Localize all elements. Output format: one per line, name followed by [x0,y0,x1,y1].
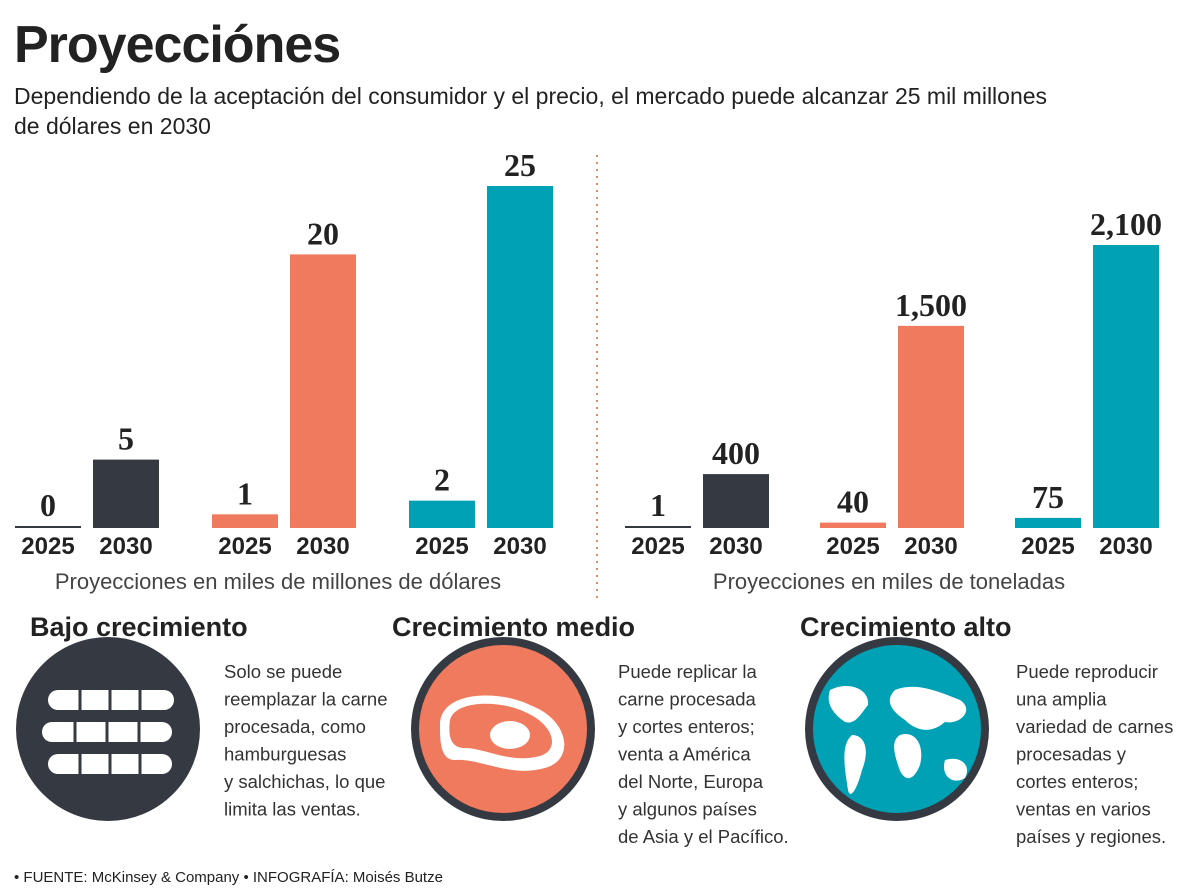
bar [93,459,159,528]
subtitle: Dependiendo de la aceptación del consumi… [14,83,1047,109]
scenario-text: limita las ventas. [224,799,361,820]
bar [703,474,769,528]
value-label: 0 [40,487,56,523]
bar [1015,517,1081,528]
scenario-text: procesada, como [224,716,366,737]
bar [15,526,81,528]
icon-sausages [16,637,200,821]
title: Proyecciónes [14,16,340,74]
x-tick-label: 2025 [415,533,468,560]
x-tick-label: 2030 [709,533,762,560]
value-label: 2 [434,462,450,498]
x-tick-label: 2025 [1021,533,1074,560]
scenario-text: Solo se puede [224,661,342,682]
scenario-text: y salchichas, lo que [224,771,385,792]
value-label: 1,500 [895,287,967,323]
scenario-text: una amplia [1016,689,1107,710]
scenario-text: países y regiones. [1016,826,1166,847]
value-label: 5 [118,421,134,457]
scenario-text: variedad de carnes [1016,716,1173,737]
value-label: 20 [307,215,339,251]
scenario-text: venta a América [618,744,751,765]
scenario-text: ventas en varios [1016,799,1151,820]
x-tick-label: 2025 [21,533,74,560]
scenario-text: Puede replicar la [618,661,758,682]
value-label: 1 [650,487,666,523]
value-label: 25 [504,147,536,183]
x-tick-label: 2025 [631,533,684,560]
x-tick-label: 2025 [218,533,271,560]
bar [409,500,475,528]
value-label: 40 [837,484,869,520]
x-tick-label: 2030 [99,533,152,560]
value-label: 75 [1032,479,1064,515]
x-tick-label: 2030 [493,533,546,560]
scenario-text: de Asia y el Pacífico. [618,826,789,847]
icon-globe [805,637,989,821]
scenario-text: reemplazar la carne [224,689,388,710]
scenario-text: hamburguesas [224,744,346,765]
bar [1093,245,1159,528]
x-tick-label: 2025 [826,533,879,560]
value-label: 2,100 [1090,206,1162,242]
scenario-text: carne procesada [618,689,757,710]
icon-steak [411,637,595,821]
scenario-text: y cortes enteros; [618,716,755,737]
bar [487,186,553,528]
subtitle: de dólares en 2030 [14,113,211,139]
bar [290,254,356,528]
bar [212,514,278,528]
scenario-text: procesadas y [1016,744,1127,765]
scenario-title: Crecimiento medio [392,612,635,642]
value-label: 400 [712,435,760,471]
scenario-text: y algunos países [618,799,757,820]
x-axis-label: Proyecciones en miles de toneladas [713,569,1065,594]
bar [625,526,691,528]
value-label: 1 [237,475,253,511]
x-tick-label: 2030 [904,533,957,560]
x-axis-label: Proyecciones en miles de millones de dól… [55,569,501,594]
x-tick-label: 2030 [296,533,349,560]
bar [820,522,886,528]
scenario-text: Puede reproducir [1016,661,1158,682]
bar [898,325,964,528]
scenario-text: cortes enteros; [1016,771,1138,792]
scenario-title: Bajo crecimiento [30,612,248,642]
scenario-title: Crecimiento alto [800,612,1012,642]
scenario-text: del Norte, Europa [618,771,764,792]
footer: • FUENTE: McKinsey & Company • INFOGRAFÍ… [14,869,443,886]
x-tick-label: 2030 [1099,533,1152,560]
